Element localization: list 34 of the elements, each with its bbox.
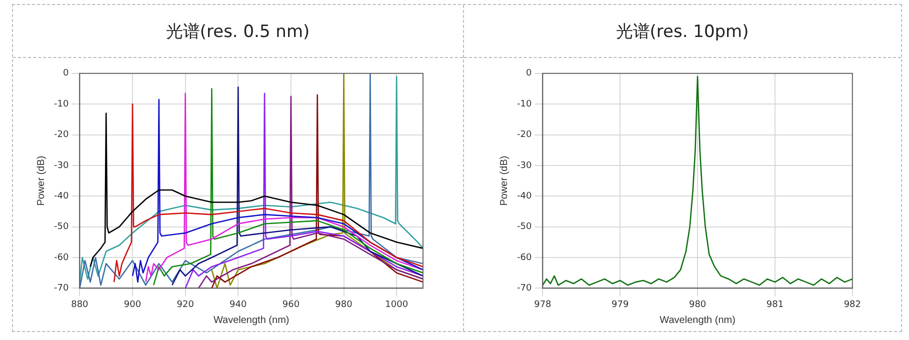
y-tick-label: -60 bbox=[54, 252, 69, 263]
x-tick-label: 978 bbox=[534, 300, 552, 310]
x-tick-label: 980 bbox=[688, 300, 706, 310]
y-tick-label: -70 bbox=[54, 284, 69, 294]
y-tick-label: -10 bbox=[54, 99, 69, 110]
y-tick-label: -30 bbox=[516, 160, 532, 171]
y-tick-label: -50 bbox=[54, 222, 69, 232]
y-tick-label: -20 bbox=[516, 130, 532, 140]
y-tick-label: -40 bbox=[54, 191, 69, 202]
y-tick-label: -20 bbox=[54, 130, 69, 140]
y-tick-label: -70 bbox=[516, 284, 532, 294]
x-tick-label: 981 bbox=[766, 300, 784, 310]
x-tick-label: 960 bbox=[282, 300, 300, 310]
x-tick-label: 900 bbox=[124, 300, 142, 310]
y-axis-title: Power (dB) bbox=[36, 156, 47, 206]
y-axis-title: Power (dB) bbox=[498, 156, 510, 206]
chart-title: 光谱(res. 10pm) bbox=[464, 5, 901, 58]
chart-title: 光谱(res. 0.5 nm) bbox=[13, 5, 462, 58]
x-tick-label: 980 bbox=[335, 300, 353, 310]
x-axis-title: Wavelength (nm) bbox=[659, 314, 735, 326]
x-tick-label: 982 bbox=[843, 300, 861, 310]
y-tick-label: -60 bbox=[516, 252, 532, 263]
x-tick-label: 920 bbox=[176, 300, 194, 310]
y-tick-label: 0 bbox=[62, 68, 69, 79]
y-tick-label: -30 bbox=[54, 160, 69, 171]
x-tick-label: 1000 bbox=[385, 300, 408, 310]
y-tick-label: -50 bbox=[516, 222, 532, 232]
y-tick-label: -40 bbox=[516, 191, 532, 202]
y-tick-label: 0 bbox=[525, 68, 532, 79]
y-tick-label: -10 bbox=[516, 99, 532, 110]
x-axis-title: Wavelength (nm) bbox=[213, 314, 290, 326]
x-tick-label: 880 bbox=[71, 300, 89, 310]
x-tick-label: 979 bbox=[611, 300, 628, 310]
x-tick-label: 940 bbox=[230, 300, 248, 310]
